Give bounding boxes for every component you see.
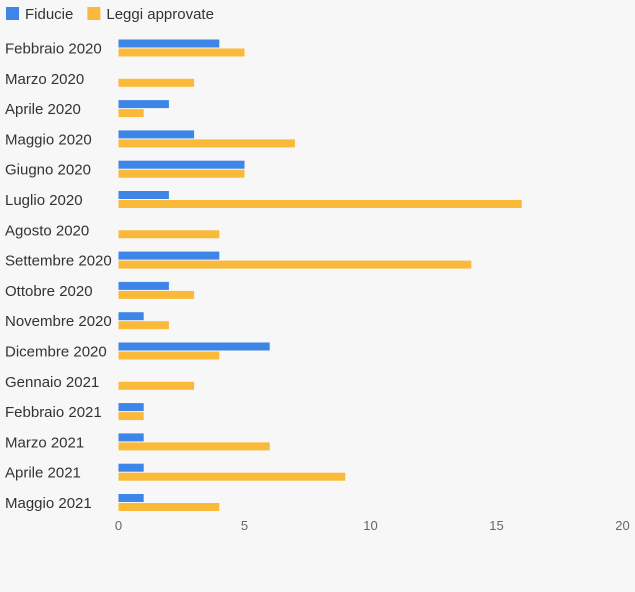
bar-fiducie <box>118 39 220 48</box>
bar-fiducie <box>118 403 144 412</box>
bar-fiducie <box>118 312 144 321</box>
legend-label-leggi-approvate: Leggi approvate <box>106 6 214 23</box>
category-label: Febbraio 2020 <box>5 41 102 58</box>
category-label: Luglio 2020 <box>5 192 83 209</box>
bar-fiducie <box>118 100 169 109</box>
bar-leggi-approvate <box>118 381 195 390</box>
x-tick-label: 0 <box>115 518 122 533</box>
x-tick-label: 15 <box>489 518 503 533</box>
category-label: Gennaio 2021 <box>5 374 99 391</box>
category-labels: Febbraio 2020 Marzo 2020 Aprile 2020 Maggio… <box>5 41 112 513</box>
legend-label-fiducie: Fiducie <box>25 6 73 23</box>
x-tick-label: 5 <box>241 518 248 533</box>
bar-leggi-approvate <box>118 442 270 451</box>
bar-fiducie <box>118 342 270 351</box>
bar-leggi-approvate <box>118 139 295 148</box>
bar-fiducie <box>118 251 220 260</box>
category-label: Agosto 2020 <box>5 222 89 239</box>
category-label: Giugno 2020 <box>5 162 91 179</box>
legend-swatch-fiducie <box>6 7 19 20</box>
bar-leggi-approvate <box>118 472 346 481</box>
bar-fiducie <box>118 130 195 139</box>
bars <box>118 39 522 511</box>
bar-leggi-approvate <box>118 109 144 118</box>
x-tick-label: 10 <box>363 518 377 533</box>
category-label: Marzo 2020 <box>5 71 84 88</box>
bar-leggi-approvate <box>118 230 220 239</box>
category-label: Ottobre 2020 <box>5 283 93 300</box>
category-label: Febbraio 2021 <box>5 404 102 421</box>
x-tick-label: 20 <box>615 518 629 533</box>
bar-fiducie <box>118 281 169 290</box>
legend: Fiducie Leggi approvate <box>6 6 214 23</box>
category-label: Maggio 2020 <box>5 131 92 148</box>
bar-leggi-approvate <box>118 200 522 208</box>
bar-leggi-approvate <box>118 503 220 511</box>
bar-leggi-approvate <box>118 321 169 330</box>
bar-leggi-approvate <box>118 169 245 178</box>
bar-leggi-approvate <box>118 78 195 87</box>
category-label: Settembre 2020 <box>5 253 112 270</box>
bar-leggi-approvate <box>118 48 245 57</box>
bar-leggi-approvate <box>118 260 472 269</box>
bar-fiducie <box>118 494 144 502</box>
bar-fiducie <box>118 191 169 199</box>
category-label: Novembre 2020 <box>5 313 112 330</box>
bar-fiducie <box>118 463 144 472</box>
x-axis: 0 5 10 15 20 <box>115 518 630 533</box>
bar-leggi-approvate <box>118 351 220 360</box>
legend-swatch-leggi-approvate <box>87 7 101 20</box>
bar-fiducie <box>118 160 245 169</box>
category-label: Marzo 2021 <box>5 434 84 451</box>
category-label: Aprile 2020 <box>5 101 81 118</box>
category-label: Dicembre 2020 <box>5 344 107 361</box>
category-label: Maggio 2021 <box>5 495 92 512</box>
category-label: Aprile 2021 <box>5 465 81 482</box>
bar-leggi-approvate <box>118 412 144 421</box>
bar-leggi-approvate <box>118 290 195 299</box>
bar-fiducie <box>118 433 144 442</box>
